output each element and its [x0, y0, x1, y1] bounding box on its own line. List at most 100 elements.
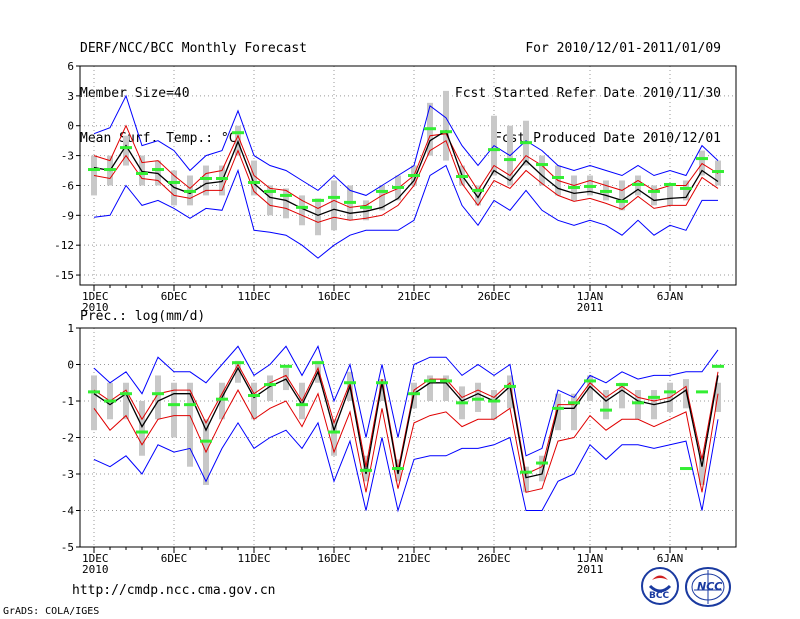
bcc-logo: BCC — [640, 566, 680, 606]
ensemble-bar — [123, 135, 129, 166]
ensemble-bar — [139, 401, 145, 456]
ensemble-bar — [619, 382, 625, 409]
ensemble-bar — [235, 360, 241, 383]
x-tick-label: 11DEC — [237, 552, 270, 565]
series-ensemble-min — [93, 419, 719, 513]
source-url[interactable]: http://cmdp.ncc.cma.gov.cn — [72, 583, 276, 598]
ensemble-bar — [283, 188, 289, 219]
series-ensemble-max — [93, 94, 719, 196]
bcc-logo-emblem — [641, 567, 679, 605]
ensemble-bar — [523, 466, 529, 493]
ncc-logo-text: NCC — [697, 580, 723, 593]
ensemble-bar — [587, 375, 593, 401]
y-tick-label: -3 — [61, 150, 74, 163]
bcc-logo-text: BCC — [649, 591, 670, 601]
ensemble-bar — [187, 382, 193, 467]
ensemble-bar — [683, 180, 689, 201]
x-tick-label: 6JAN — [657, 290, 684, 303]
y-tick-label: -15 — [54, 269, 74, 282]
forecast-start-date: Fcst Started Refer Date 2010/11/30 — [454, 86, 721, 101]
x-tick-label: 26DEC — [477, 552, 510, 565]
x-tick-label: 21DEC — [397, 290, 430, 303]
ensemble-bar — [363, 200, 369, 221]
series-ensemble-mean — [93, 366, 719, 479]
ensemble-bar — [203, 165, 209, 196]
x-tick-label: 16DEC — [317, 552, 350, 565]
ensemble-bar — [331, 180, 337, 231]
x-tick-label: 11DEC — [237, 290, 270, 303]
ensemble-bar — [443, 90, 449, 161]
series-spread-upper — [93, 124, 719, 209]
grads-credit: GrADS: COLA/IGES — [3, 606, 100, 617]
ensemble-bar — [571, 393, 577, 431]
ensemble-bar — [331, 419, 337, 456]
y-tick-label: -12 — [54, 239, 74, 252]
x-tick-label: 1JAN — [577, 290, 604, 303]
ensemble-bar — [507, 375, 513, 409]
ensemble-bar — [667, 185, 673, 206]
ensemble-bar — [619, 180, 625, 211]
ensemble-bar — [251, 382, 257, 420]
y-tick-label: 1 — [67, 322, 74, 335]
header-right-block: For 2010/12/01-2011/01/09 Fcst Started R… — [455, 11, 721, 161]
y-tick-label: -1 — [61, 395, 74, 408]
series-ensemble-mean — [93, 129, 719, 217]
ensemble-bar — [539, 455, 545, 482]
ensemble-bar — [715, 382, 721, 412]
ncc-logo: NCC — [684, 566, 732, 608]
y-tick-label: -9 — [61, 209, 74, 222]
y-tick-label: 3 — [67, 90, 74, 103]
ensemble-bar — [315, 198, 321, 236]
ensemble-bar — [91, 375, 97, 431]
x-tick-label: 1JAN — [577, 552, 604, 565]
series-spread-lower — [93, 139, 719, 223]
ensemble-bar — [443, 375, 449, 401]
ensemble-bar — [475, 382, 481, 412]
x-tick-year-label: 2010 — [82, 301, 109, 314]
forecast-produced-date: Fcst Produced Date 2010/12/01 — [494, 131, 721, 146]
x-tick-year-label: 2010 — [82, 563, 109, 576]
series-spread-lower — [93, 389, 719, 493]
y-tick-label: 6 — [67, 60, 74, 73]
x-tick-label: 1DEC — [82, 552, 109, 565]
ensemble-bar — [363, 455, 369, 482]
series-ensemble-min — [93, 164, 718, 259]
chart-title: DERF/NCC/BCC Monthly Forecast — [80, 41, 307, 56]
y-tick-label: -4 — [61, 505, 75, 518]
x-tick-label: 26DEC — [477, 290, 510, 303]
forecast-period: For 2010/12/01-2011/01/09 — [525, 41, 721, 56]
ensemble-bar — [491, 390, 497, 420]
x-tick-label: 6DEC — [161, 290, 188, 303]
ensemble-bar — [683, 379, 689, 409]
ensemble-bar — [379, 379, 385, 401]
ncc-logo-emblem — [685, 567, 731, 607]
ensemble-bar — [603, 390, 609, 420]
ensemble-bar — [539, 155, 545, 186]
ensemble-bar — [699, 455, 705, 485]
ensemble-bar — [555, 393, 561, 431]
y-tick-label: -2 — [61, 432, 74, 445]
x-tick-label: 6JAN — [657, 552, 684, 565]
x-tick-label: 6DEC — [161, 552, 188, 565]
x-tick-year-label: 2011 — [577, 301, 604, 314]
series-ensemble-max — [93, 345, 719, 457]
y-tick-label: 0 — [67, 359, 74, 372]
x-tick-label: 16DEC — [317, 290, 350, 303]
x-tick-label: 1DEC — [82, 290, 109, 303]
ensemble-bar — [651, 185, 657, 206]
ensemble-bar — [635, 390, 641, 420]
plot-frame — [79, 65, 737, 286]
ensemble-bar — [267, 185, 273, 216]
y-tick-label: -5 — [61, 541, 74, 554]
x-tick-year-label: 2011 — [577, 563, 604, 576]
ensemble-bar — [267, 375, 273, 401]
ensemble-bar — [299, 195, 305, 226]
ensemble-bar — [475, 185, 481, 206]
ensemble-bar — [155, 375, 161, 420]
y-tick-label: -6 — [61, 179, 74, 192]
y-tick-label: 0 — [67, 120, 74, 133]
x-tick-label: 21DEC — [397, 552, 430, 565]
member-size-label: Member Size=40 — [80, 86, 190, 101]
